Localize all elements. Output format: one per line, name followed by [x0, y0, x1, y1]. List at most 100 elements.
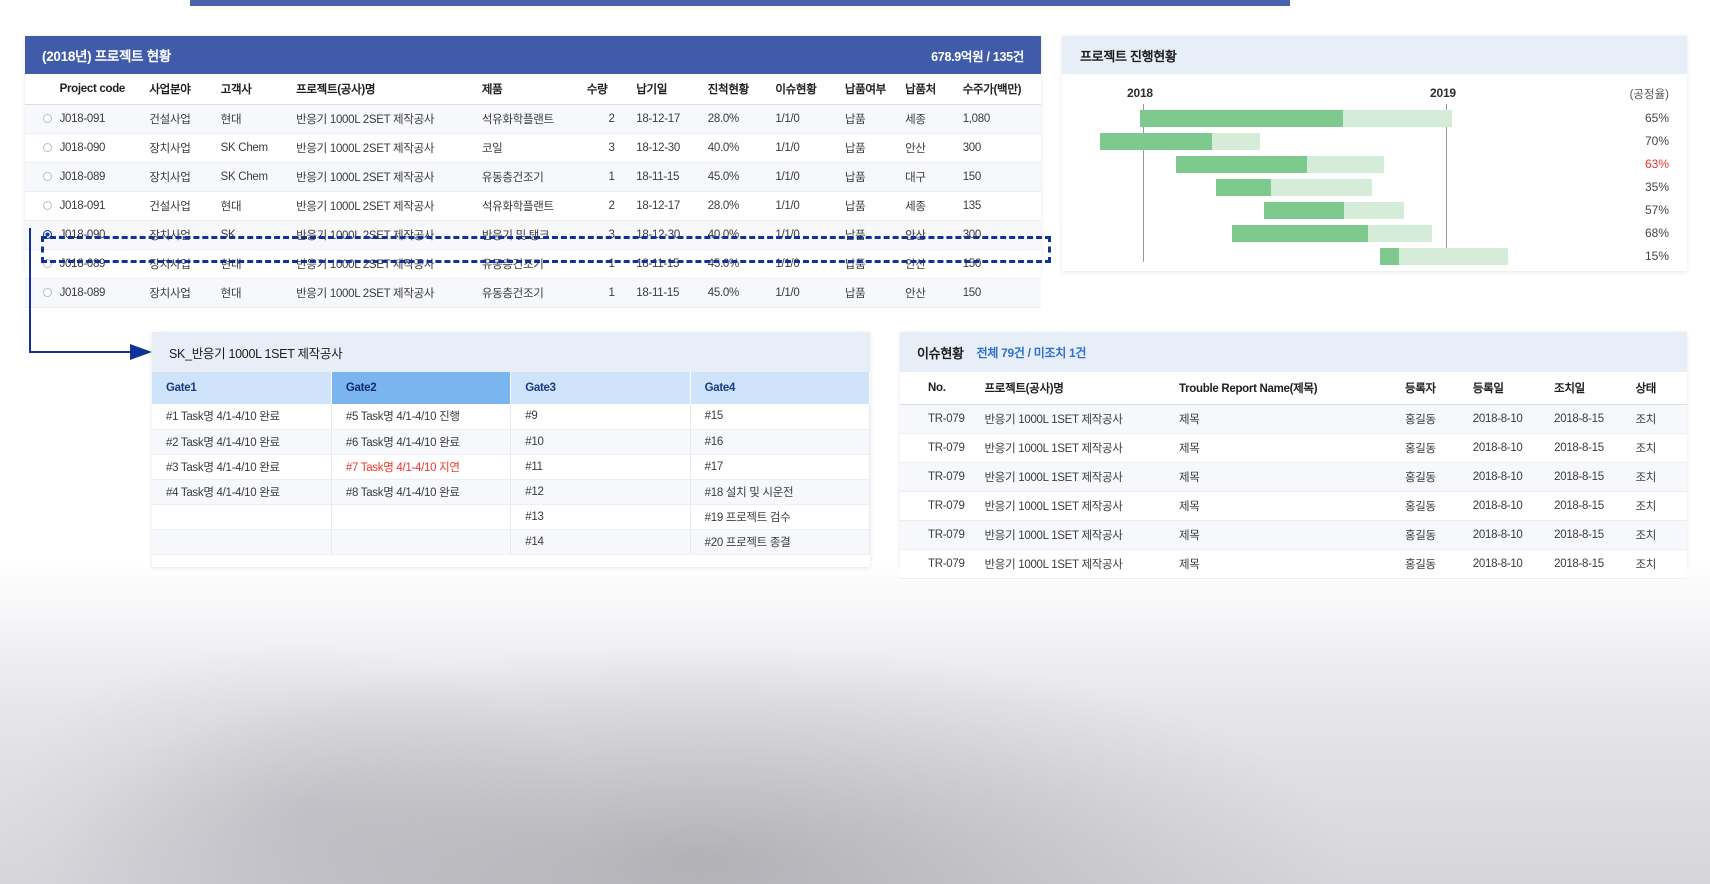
- gate-task-cell[interactable]: #15: [690, 404, 871, 430]
- table-row[interactable]: J018-091 건설사업 현대 반응기 1000L 2SET 제작공사 석유화학플랜트…: [25, 191, 1041, 221]
- row-radio-cell[interactable]: [25, 220, 60, 250]
- gate-task-cell[interactable]: #9: [510, 404, 691, 430]
- gate-task-cell[interactable]: #6 Task명 4/1-4/10 완료: [331, 429, 512, 455]
- table-row[interactable]: J018-089 장치사업 SK Chem 반응기 1000L 2SET 제작공사 유동…: [25, 162, 1041, 192]
- table-row[interactable]: TR-079 반응기 1000L 1SET 제작공사 제목 홍길동 2018-8-10 2…: [900, 549, 1687, 579]
- col-progress[interactable]: 진척현황: [707, 74, 776, 105]
- row-radio-icon[interactable]: [42, 288, 52, 298]
- cell-order-price: 135: [962, 191, 1041, 221]
- cell-project-name: 반응기 1000L 2SET 제작공사: [296, 278, 482, 308]
- gantt-bar[interactable]: [1380, 248, 1508, 265]
- row-radio-cell[interactable]: [25, 162, 60, 192]
- issue-col-project[interactable]: 프로젝트(공사)명: [984, 372, 1180, 405]
- row-radio-cell[interactable]: [25, 104, 60, 134]
- issue-col-no[interactable]: No.: [900, 372, 985, 405]
- gantt-bar[interactable]: [1216, 179, 1372, 196]
- table-row[interactable]: TR-079 반응기 1000L 1SET 제작공사 제목 홍길동 2018-8-10 2…: [900, 433, 1687, 463]
- table-row[interactable]: J018-089 장치사업 현대 반응기 1000L 2SET 제작공사 유동층건조기 1…: [25, 249, 1041, 279]
- cell-quantity: 1: [586, 249, 637, 279]
- gate-task-cell[interactable]: #17: [690, 454, 871, 480]
- issue-counts[interactable]: 전체 79건 / 미조치 1건: [976, 345, 1087, 360]
- col-project-code[interactable]: Project code: [59, 74, 150, 105]
- row-radio-cell[interactable]: [25, 249, 60, 279]
- col-customer[interactable]: 고객사: [220, 74, 297, 105]
- table-row[interactable]: J018-089 장치사업 현대 반응기 1000L 2SET 제작공사 유동층건조기 1…: [25, 278, 1041, 308]
- gantt-progress-label: 65%: [1644, 111, 1669, 125]
- col-delivery[interactable]: 납품여부: [844, 74, 906, 105]
- issue-col-action-date[interactable]: 조치일: [1554, 372, 1636, 405]
- cell-project-name: 반응기 1000L 2SET 제작공사: [296, 220, 482, 250]
- gantt-bar-progress: [1216, 179, 1271, 196]
- gate-task-cell[interactable]: #18 설치 및 시운전: [690, 479, 871, 505]
- project-table: Project code 사업분야 고객사 프로젝트(공사)명 제품 수량 납기…: [25, 74, 1041, 308]
- gate-task-cell[interactable]: #3 Task명 4/1-4/10 완료: [152, 454, 332, 480]
- gate-column-header-4[interactable]: Gate4: [690, 372, 871, 404]
- issue-col-trouble-report[interactable]: Trouble Report Name(제목): [1179, 372, 1405, 405]
- col-issue[interactable]: 이슈현황: [775, 74, 845, 105]
- row-radio-cell[interactable]: [25, 191, 60, 221]
- table-row[interactable]: J018-090 장치사업 SK 반응기 1000L 2SET 제작공사 반응기 및 탱…: [25, 220, 1041, 250]
- gate-task-cell[interactable]: #1 Task명 4/1-4/10 완료: [152, 404, 332, 430]
- table-row[interactable]: J018-090 장치사업 SK Chem 반응기 1000L 2SET 제작공사 코일…: [25, 133, 1041, 163]
- row-radio-icon[interactable]: [42, 230, 52, 240]
- table-row[interactable]: TR-079 반응기 1000L 1SET 제작공사 제목 홍길동 2018-8-10 2…: [900, 404, 1687, 434]
- col-project-name[interactable]: 프로젝트(공사)명: [296, 74, 482, 105]
- gate-task-cell[interactable]: #12: [510, 479, 691, 505]
- gantt-bar[interactable]: [1140, 110, 1452, 127]
- cell-project-name: 반응기 1000L 2SET 제작공사: [296, 191, 482, 221]
- gate-task-cell[interactable]: #10: [510, 429, 691, 455]
- cell-delivery-place: 안산: [905, 220, 963, 250]
- cell-project-code: J018-089: [59, 249, 150, 279]
- table-row[interactable]: J018-091 건설사업 현대 반응기 1000L 2SET 제작공사 석유화학플랜트…: [25, 104, 1041, 134]
- cell-business-field: 건설사업: [149, 191, 221, 221]
- cell-business-field: 장치사업: [149, 278, 221, 308]
- issue-panel-title: 이슈현황: [917, 345, 964, 361]
- gantt-bar[interactable]: [1176, 156, 1384, 173]
- gate-task-cell[interactable]: #19 프로젝트 검수: [690, 504, 871, 530]
- gate-task-cell[interactable]: #14: [510, 529, 691, 555]
- col-quantity[interactable]: 수량: [586, 74, 637, 105]
- gantt-bar[interactable]: [1264, 202, 1404, 219]
- gate-task-cell[interactable]: #4 Task명 4/1-4/10 완료: [152, 479, 332, 505]
- gate-task-cell[interactable]: #8 Task명 4/1-4/10 완료: [331, 479, 512, 505]
- col-order-price[interactable]: 수주가(백만): [962, 74, 1041, 105]
- gantt-bar-progress: [1176, 156, 1308, 173]
- col-due-date[interactable]: 납기일: [636, 74, 708, 105]
- issue-col-registrant[interactable]: 등록자: [1404, 372, 1473, 405]
- issue-col-reg-date[interactable]: 등록일: [1472, 372, 1555, 405]
- cell-delivery: 납품: [844, 278, 906, 308]
- gate-task-cell[interactable]: #2 Task명 4/1-4/10 완료: [152, 429, 332, 455]
- gantt-bar-progress: [1100, 133, 1212, 150]
- gate-column-header-2[interactable]: Gate2: [331, 372, 512, 404]
- issue-table: No. 프로젝트(공사)명 Trouble Report Name(제목) 등록…: [900, 372, 1687, 579]
- row-radio-icon[interactable]: [42, 201, 52, 211]
- cell-registrant: 홍길동: [1404, 520, 1473, 550]
- issue-col-status[interactable]: 상태: [1635, 372, 1687, 405]
- cell-delivery: 납품: [844, 162, 906, 192]
- gate-task-cell[interactable]: #7 Task명 4/1-4/10 지연: [331, 454, 512, 480]
- cell-issue-no: TR-079: [900, 549, 985, 579]
- gate-column-header-3[interactable]: Gate3: [510, 372, 691, 404]
- col-business-field[interactable]: 사업분야: [149, 74, 221, 105]
- row-radio-icon[interactable]: [42, 143, 52, 153]
- col-product[interactable]: 제품: [481, 74, 587, 105]
- col-delivery-place[interactable]: 납품처: [905, 74, 963, 105]
- table-row[interactable]: TR-079 반응기 1000L 1SET 제작공사 제목 홍길동 2018-8-10 2…: [900, 491, 1687, 521]
- table-row[interactable]: TR-079 반응기 1000L 1SET 제작공사 제목 홍길동 2018-8-10 2…: [900, 520, 1687, 550]
- row-radio-cell[interactable]: [25, 133, 60, 163]
- gate-task-cell[interactable]: #16: [690, 429, 871, 455]
- row-radio-icon[interactable]: [42, 114, 52, 124]
- gantt-progress-label: 70%: [1644, 134, 1669, 148]
- row-radio-icon[interactable]: [42, 259, 52, 269]
- cell-delivery-place: 세종: [905, 104, 963, 134]
- gate-task-cell[interactable]: #5 Task명 4/1-4/10 진행: [331, 404, 512, 430]
- gate-column-header-1[interactable]: Gate1: [152, 372, 332, 404]
- gate-task-cell[interactable]: #13: [510, 504, 691, 530]
- row-radio-icon[interactable]: [42, 172, 52, 182]
- row-radio-cell[interactable]: [25, 278, 60, 308]
- gate-task-cell[interactable]: #11: [510, 454, 691, 480]
- gantt-bar[interactable]: [1100, 133, 1260, 150]
- table-row[interactable]: TR-079 반응기 1000L 1SET 제작공사 제목 홍길동 2018-8-10 2…: [900, 462, 1687, 492]
- gantt-bar[interactable]: [1232, 225, 1432, 242]
- gate-task-cell[interactable]: #20 프로젝트 종결: [690, 529, 871, 555]
